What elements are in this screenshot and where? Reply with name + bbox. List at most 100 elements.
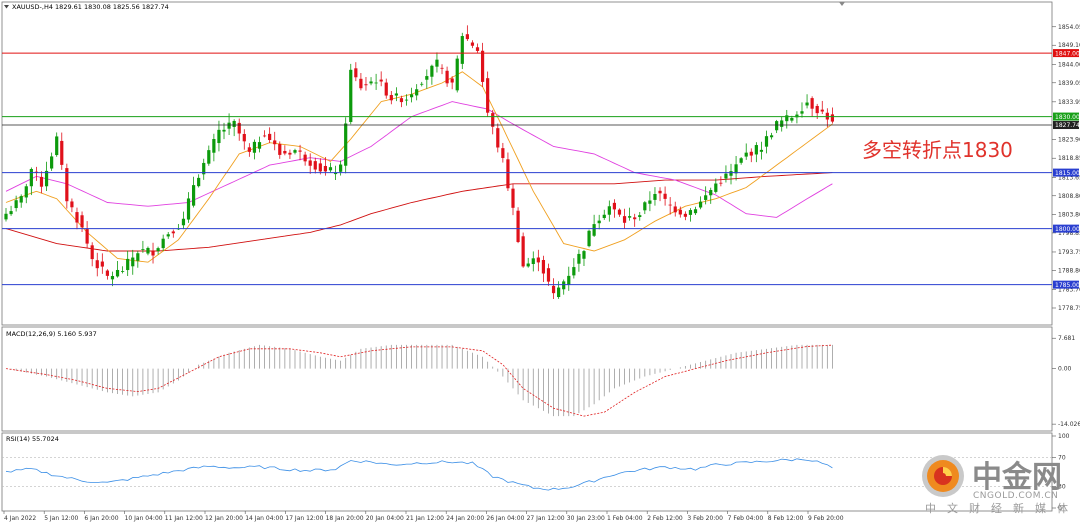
rsi-tick-label: 70 [1058, 455, 1066, 462]
macd-panel-frame [1, 326, 1053, 432]
symbol-label: XAUUSD-,H4 1829.61 1830.08 1825.56 1827.… [12, 3, 169, 11]
candle-body [425, 76, 429, 80]
candle-body [232, 120, 236, 127]
price-tick-label: 1813.65 [1058, 175, 1080, 182]
level-badge [1053, 112, 1079, 121]
candle-body [404, 99, 409, 101]
candle-body [769, 135, 774, 138]
candle-body [496, 128, 500, 148]
candle-body [790, 117, 794, 121]
candle-body [430, 65, 434, 77]
pivot-annotation: 多空转折点1830 [862, 138, 1013, 162]
candle-body [628, 216, 632, 218]
candle-body [562, 281, 566, 290]
time-tick-label: 3 Feb 20:00 [687, 515, 723, 522]
candle-body [541, 259, 546, 274]
candle-body [567, 275, 571, 285]
time-tick-label: 17 Jan 12:00 [285, 515, 323, 522]
candle-body [389, 95, 393, 101]
level-label: 1830.00 [1055, 114, 1080, 121]
candle-body [191, 185, 196, 206]
candle-body [759, 149, 764, 152]
candle-body [475, 47, 480, 51]
candle-body [592, 224, 596, 236]
candle-body [293, 150, 297, 153]
candle-body [298, 150, 302, 152]
time-tick-label: 24 Jan 20:00 [446, 515, 484, 522]
candle-body [354, 68, 358, 78]
macd-tick-label: 0.00 [1058, 366, 1072, 373]
level-badge [1053, 224, 1079, 233]
price-panel-frame [1, 1, 1053, 326]
moving-averages [5, 71, 833, 263]
candle-body [364, 84, 368, 86]
logo-url: CNGOLD.COM.CN [973, 491, 1058, 501]
level-label: 1847.00 [1055, 50, 1080, 57]
time-tick-label: 11 Jan 12:00 [165, 515, 203, 522]
candle-body [384, 82, 388, 96]
price-tick-label: 1839.05 [1058, 80, 1080, 87]
candles [4, 25, 835, 299]
level-label: 1815.00 [1055, 170, 1080, 177]
candle-body [648, 200, 652, 204]
candle-body [55, 136, 59, 156]
candle-body [501, 148, 505, 158]
candle-body [313, 161, 317, 170]
candle-body [460, 36, 464, 64]
candle-body [323, 165, 328, 172]
ma-mid-line [5, 101, 833, 218]
time-tick-label: 30 Jan 23:00 [567, 515, 605, 522]
macd-label: MACD(12,26,9) 5.160 5.937 [6, 330, 97, 338]
candle-body [420, 83, 424, 85]
candle-body [445, 70, 449, 84]
candle-body [257, 142, 262, 149]
candle-body [95, 260, 99, 269]
candle-body [754, 145, 758, 155]
candle-body [602, 214, 606, 219]
triangle-down-icon[interactable] [4, 5, 9, 9]
candle-body [683, 213, 687, 217]
candle-body [678, 209, 682, 215]
candle-body [283, 150, 287, 154]
candle-body [212, 138, 216, 153]
candle-body [288, 152, 292, 155]
shift-marker-icon[interactable] [839, 2, 845, 6]
time-tick-label: 10 Jan 04:00 [125, 515, 163, 522]
candle-body [399, 98, 404, 103]
candle-body [577, 253, 581, 264]
candle-body [207, 150, 211, 164]
price-tick-label: 1818.85 [1058, 155, 1080, 162]
price-tick-label: 1788.80 [1058, 267, 1080, 274]
candle-body [572, 267, 576, 276]
candle-body [60, 140, 64, 165]
price-tick-label: 1798.85 [1058, 230, 1080, 237]
candle-body [146, 247, 150, 254]
candle-body [653, 193, 657, 200]
candle-body [693, 209, 698, 214]
candle-body [531, 258, 535, 265]
candle-body [278, 143, 282, 155]
logo-title: 中金网 [972, 460, 1062, 495]
candle-body [622, 216, 627, 223]
candle-body [536, 257, 540, 263]
candle-body [724, 173, 728, 179]
candle-body [607, 206, 611, 215]
candle-body [465, 34, 469, 40]
candle-body [262, 135, 267, 137]
candle-body [587, 230, 591, 247]
time-tick-label: 6 Jan 20:00 [84, 515, 118, 522]
candle-body [29, 168, 33, 187]
macd-tick-label: -14.026 [1058, 421, 1080, 428]
candle-body [415, 89, 419, 96]
candle-body [156, 248, 160, 252]
candle-body [359, 78, 363, 89]
candle-body [222, 129, 226, 132]
candle-body [4, 213, 8, 220]
candle-body [744, 152, 748, 157]
candle-body [70, 201, 74, 208]
ma-fast-line [5, 71, 833, 263]
rsi-tick-label: 30 [1058, 483, 1066, 490]
level-label: 1785.00 [1055, 282, 1080, 289]
candle-body [673, 206, 677, 213]
